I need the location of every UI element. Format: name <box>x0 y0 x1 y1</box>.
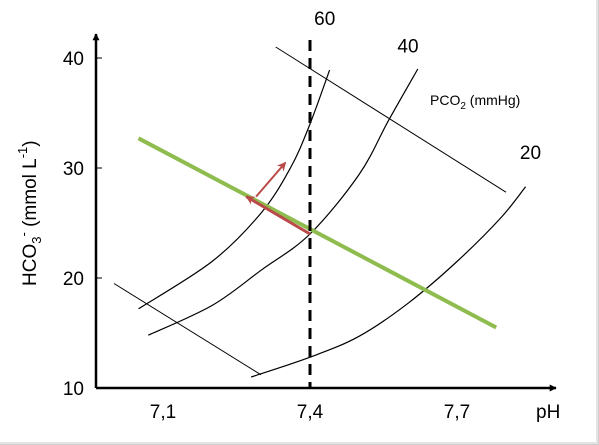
isopleth-40-mmhg <box>148 68 419 336</box>
isopleth-label: 60 <box>314 9 335 30</box>
isopleth-20-mmhg <box>251 186 527 378</box>
red-arrow-up <box>255 161 287 198</box>
y-tick-label: 30 <box>63 159 84 180</box>
y-tick-label: 10 <box>63 379 84 400</box>
pco2-legend: PCO2 (mmHg) <box>430 92 520 112</box>
buffer-line <box>113 283 262 376</box>
isopleth-label: 40 <box>397 37 418 58</box>
y-axis-title: HCO3- (mmol L-1) <box>15 140 44 286</box>
normal-buffer-line <box>137 136 498 330</box>
y-tick-label: 40 <box>63 49 84 70</box>
x-tick-label: 7,4 <box>297 402 324 423</box>
red-arrow-left <box>245 195 311 236</box>
x-axis-title: pH <box>536 402 560 423</box>
buffer-line <box>275 46 507 193</box>
x-tick-label: 7,1 <box>150 402 176 423</box>
y-tick-label: 20 <box>63 269 84 290</box>
x-tick-label: 7,7 <box>444 402 470 423</box>
isopleth-label: 20 <box>520 143 541 164</box>
